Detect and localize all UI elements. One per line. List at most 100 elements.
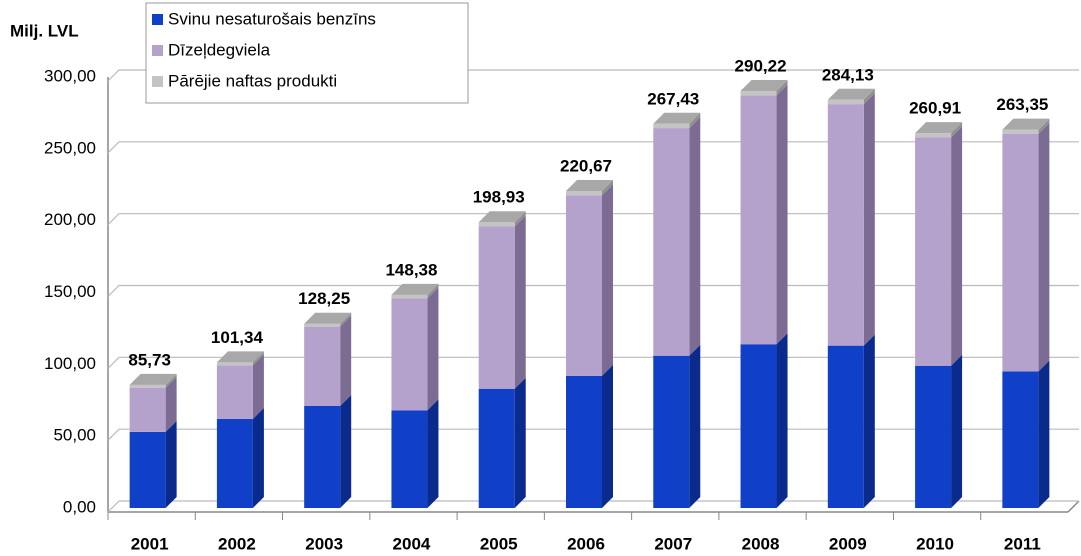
bar [1002, 133, 1039, 372]
bar [478, 388, 515, 508]
bar [216, 418, 253, 508]
bar [129, 387, 166, 432]
bar [740, 344, 777, 508]
bar-top [478, 211, 526, 223]
bar-top [653, 112, 701, 124]
bar-side [863, 93, 875, 346]
bar-side [1038, 122, 1050, 372]
x-tick-label: 2005 [480, 534, 518, 553]
x-tick-label: 2006 [567, 534, 605, 553]
legend-label: Pārējie naftas produkti [168, 71, 337, 90]
bar-side [951, 354, 963, 508]
bar-side [165, 420, 177, 508]
bar-side [252, 354, 264, 419]
grid-line [107, 69, 1079, 82]
x-tick-label: 2004 [393, 534, 431, 553]
bar-side [1038, 118, 1050, 134]
bar [391, 294, 428, 299]
bar [304, 405, 341, 508]
bar [915, 365, 952, 508]
bar-top [827, 88, 875, 100]
total-label: 267,43 [647, 89, 699, 108]
total-label: 284,13 [822, 65, 874, 84]
bar-top [216, 351, 264, 363]
bar-side [602, 179, 613, 196]
bar [304, 326, 341, 406]
bar [653, 123, 690, 129]
legend: Svinu nesaturošais benzīns Dīzeļdegviela P… [145, 2, 469, 104]
bar [216, 362, 253, 366]
x-tick-label: 2011 [1004, 534, 1041, 553]
bar-side [951, 126, 963, 366]
bar-top [740, 80, 788, 92]
bar-side [689, 344, 701, 508]
legend-label: Dīzeļdegviela [168, 40, 271, 59]
x-tick-label: 2009 [829, 534, 867, 553]
bar-side [252, 351, 264, 366]
bar-side [602, 184, 613, 376]
bar-side [1038, 360, 1050, 508]
y-axis-label: Milj. LVL [10, 21, 79, 40]
bar [566, 195, 602, 376]
bar [915, 137, 952, 366]
bar-side [514, 215, 526, 389]
legend-box [145, 2, 469, 104]
bar-side [776, 84, 788, 345]
bar [827, 104, 864, 346]
bar [1002, 129, 1039, 134]
legend-swatch [152, 76, 163, 87]
bar-side [252, 407, 264, 508]
bar-side [776, 80, 788, 96]
legend-swatch [152, 45, 163, 56]
bar-side [165, 373, 177, 388]
floor-right [1067, 500, 1080, 513]
bar-side [951, 122, 963, 138]
bar-side [427, 399, 439, 508]
y-tick-label: 50,00 [53, 426, 96, 445]
bar-side [340, 312, 352, 327]
bar [391, 410, 428, 508]
bar [827, 345, 864, 508]
total-label: 290,22 [735, 57, 787, 76]
x-tick-label: 2003 [305, 534, 343, 553]
bar-side [340, 394, 352, 508]
y-tick-label: 300,00 [44, 66, 96, 85]
bar [478, 222, 515, 227]
legend-label: Svinu nesaturošais benzīns [168, 9, 376, 28]
bar [740, 95, 777, 345]
total-label: 260,91 [909, 99, 961, 118]
y-tick-label: 250,00 [44, 138, 96, 157]
bar-side [514, 211, 526, 227]
total-label: 148,38 [385, 260, 437, 279]
bar [827, 99, 864, 105]
bar [129, 431, 166, 508]
y-tick-label: 150,00 [44, 282, 96, 301]
bar [216, 365, 253, 419]
bar-side [165, 376, 177, 432]
bar-side [602, 364, 613, 508]
bar [391, 298, 428, 411]
x-tick-label: 2002 [218, 534, 256, 553]
bar [915, 133, 952, 138]
bar-side [776, 333, 788, 508]
total-label: 85,73 [128, 350, 171, 369]
bar [653, 355, 690, 508]
bar [478, 226, 515, 389]
bar-side [689, 112, 701, 129]
bar-side [427, 283, 439, 299]
total-label: 198,93 [473, 188, 525, 207]
x-tick-label: 2010 [916, 534, 954, 553]
total-label: 128,25 [298, 289, 350, 308]
bar [566, 375, 602, 508]
bar-side [514, 377, 526, 508]
total-label: 220,67 [560, 156, 612, 175]
x-tick-label: 2007 [654, 534, 692, 553]
bar [566, 190, 602, 196]
bar-top [391, 283, 439, 295]
bar-top [1002, 118, 1050, 130]
y-tick-label: 100,00 [44, 354, 96, 373]
total-label: 263,35 [996, 95, 1048, 114]
bar-top [129, 373, 177, 385]
